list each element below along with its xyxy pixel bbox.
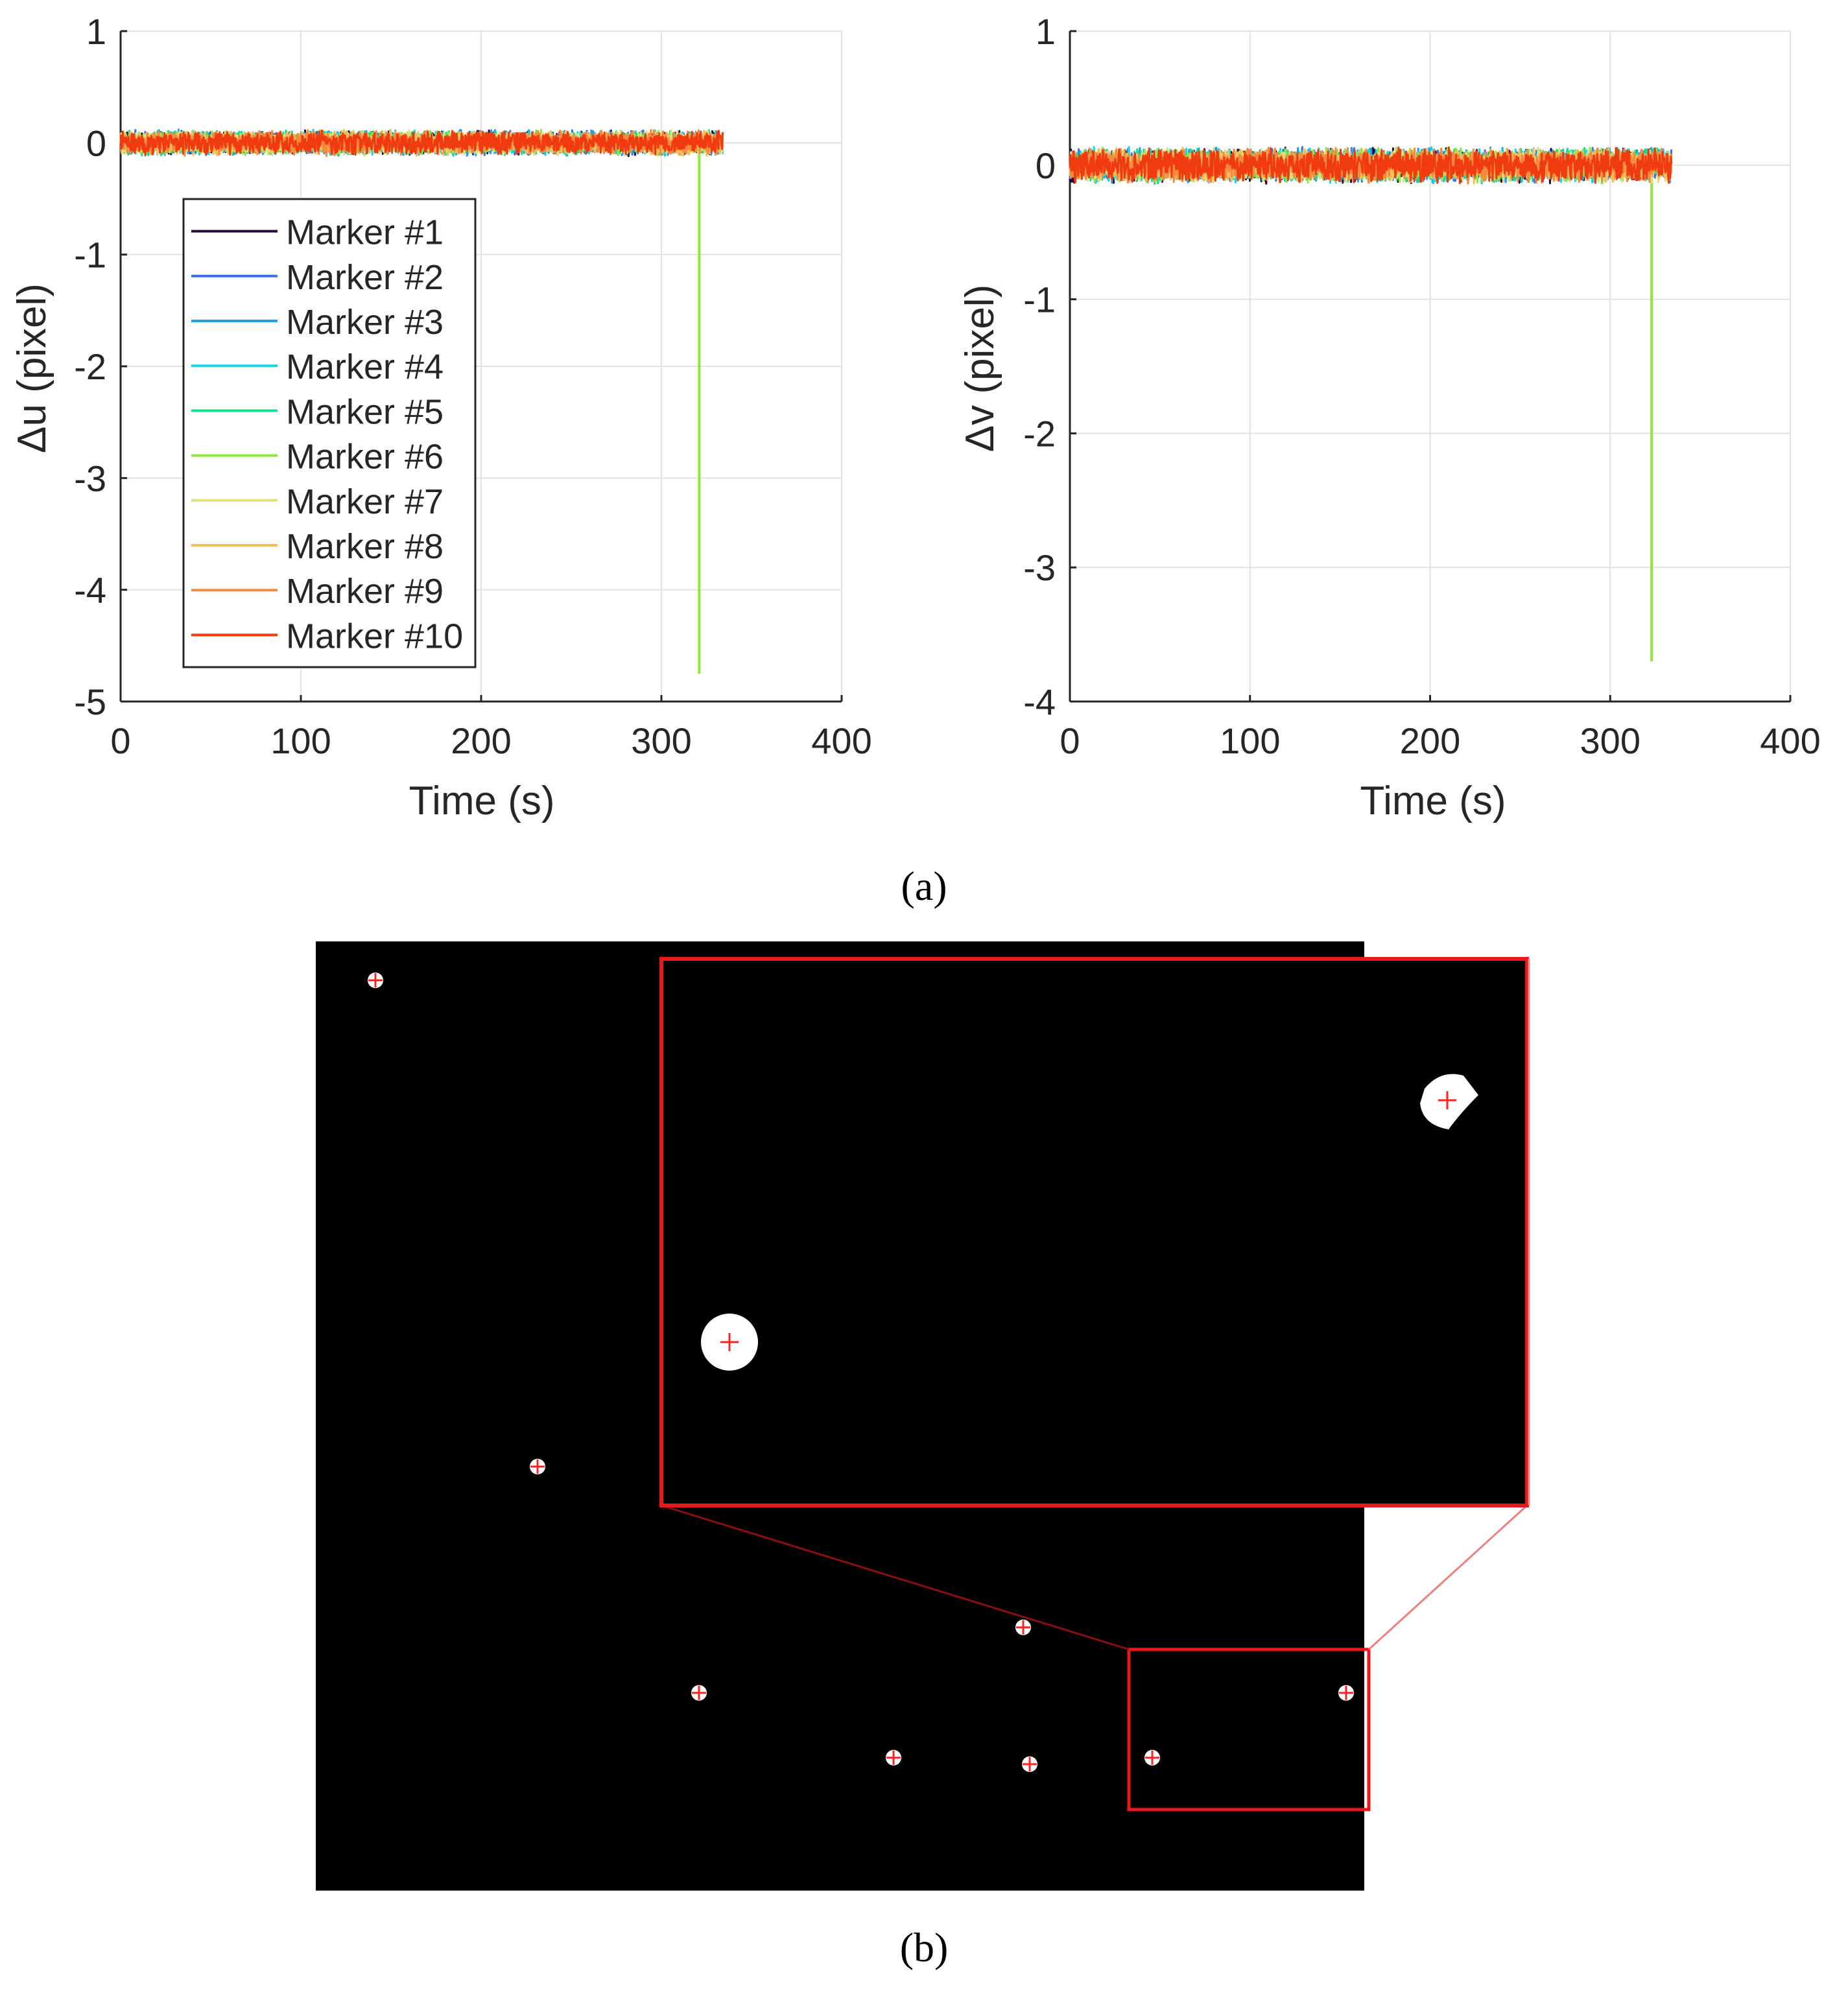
x-tick-label: 300 — [1580, 720, 1641, 761]
detected-marker — [886, 1750, 901, 1765]
x-tick-label: 300 — [631, 720, 691, 761]
marker-blob — [1420, 1074, 1478, 1129]
x-axis-label: Time (s) — [1360, 779, 1506, 823]
x-tick-label: 100 — [1220, 720, 1280, 761]
y-tick-label: 1 — [86, 11, 106, 52]
legend-label: Marker #4 — [286, 348, 444, 386]
series-line — [1069, 146, 1673, 185]
y-tick-label: -4 — [74, 570, 106, 611]
y-tick-label: -2 — [74, 346, 106, 387]
markers — [368, 973, 1354, 1772]
y-axis-label: Δu (pixel) — [10, 283, 54, 453]
legend-label: Marker #1 — [286, 213, 444, 252]
caption-b: (b) — [900, 1924, 949, 1970]
detected-marker — [530, 1459, 545, 1474]
caption-a: (a) — [901, 863, 947, 909]
y-axis-label: Δv (pixel) — [958, 285, 1002, 452]
y-tick-label: -1 — [1023, 279, 1056, 320]
x-tick-label: 200 — [451, 720, 511, 761]
legend-label: Marker #3 — [286, 303, 444, 342]
x-tick-label: 0 — [1060, 720, 1080, 761]
series-group — [119, 128, 724, 674]
zoomed-marker — [1420, 1074, 1478, 1129]
y-tick-label: -1 — [74, 235, 106, 276]
tick-labels: 0 100 200 300 400 1 0 -1 -2 -3 -4 — [1023, 11, 1821, 761]
legend-label: Marker #10 — [286, 617, 463, 655]
zoom-inset — [659, 957, 1529, 1507]
zoomed-marker — [701, 1314, 758, 1371]
zoom-connector-right — [1368, 1504, 1528, 1651]
legend-label: Marker #9 — [286, 572, 444, 611]
detected-marker — [1015, 1620, 1031, 1635]
x-tick-label: 200 — [1400, 720, 1460, 761]
y-tick-label: 0 — [86, 123, 106, 163]
legend: Marker #1 Marker #2 Marker #3 Marker #4 Mark… — [182, 198, 477, 668]
detected-marker — [368, 973, 383, 988]
detected-marker — [1022, 1756, 1037, 1772]
x-tick-label: 400 — [811, 720, 871, 761]
series-group — [1069, 146, 1673, 661]
legend-label: Marker #6 — [286, 438, 444, 477]
detected-marker — [691, 1685, 707, 1701]
zoom-connector-left — [661, 1504, 1130, 1651]
chart-delta-u: 0 100 200 300 400 1 0 -1 -2 -3 -4 -5 Time (s) Δu (p… — [10, 11, 872, 823]
y-tick-label: 1 — [1036, 11, 1056, 52]
x-tick-label: 100 — [270, 720, 331, 761]
y-tick-label: -5 — [74, 681, 106, 722]
series-line — [119, 129, 724, 157]
marker-detection-image — [316, 941, 1530, 1891]
y-tick-label: -2 — [1023, 413, 1056, 454]
legend-label: Marker #7 — [286, 482, 444, 521]
axes — [1069, 30, 1792, 703]
x-axis-label: Time (s) — [409, 779, 555, 823]
legend-label: Marker #8 — [286, 527, 444, 566]
legend-label: Marker #2 — [286, 258, 444, 297]
x-tick-label: 0 — [110, 720, 130, 761]
grid — [1069, 30, 1791, 702]
y-tick-label: 0 — [1036, 145, 1056, 186]
x-tick-label: 400 — [1760, 720, 1820, 761]
detected-marker — [1144, 1750, 1160, 1765]
roi-box — [1127, 1647, 1371, 1811]
legend-label: Marker #5 — [286, 392, 444, 431]
y-tick-label: -3 — [74, 458, 106, 499]
y-tick-label: -4 — [1023, 681, 1056, 722]
y-tick-label: -3 — [1023, 547, 1056, 588]
detected-marker — [1338, 1685, 1354, 1701]
tick-labels: 0 100 200 300 400 1 0 -1 -2 -3 -4 -5 — [74, 11, 872, 761]
chart-delta-v: 0 100 200 300 400 1 0 -1 -2 -3 -4 Time (s) Δv (pix… — [958, 11, 1821, 823]
zoom-markers — [701, 1074, 1478, 1371]
